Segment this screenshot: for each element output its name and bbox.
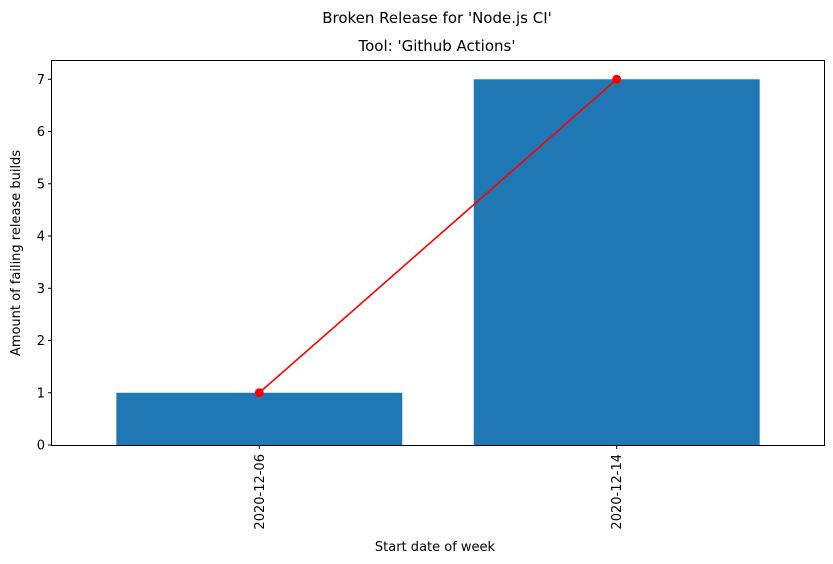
x-tick-label: 2020-12-06 [253,454,268,530]
y-tick-label: 4 [37,230,45,245]
trend-line [258,78,618,394]
axes-frame [51,60,825,446]
y-axis-ticks: 0 1 2 3 4 5 6 7 [37,73,52,454]
y-tick-label: 0 [37,439,45,454]
x-axis-label: Start date of week [375,540,496,555]
trend-point-2020-12-06 [254,388,264,398]
y-tick-label: 2 [37,334,45,349]
trend-line-group [254,74,622,398]
y-tick-label: 1 [37,386,45,401]
chart-title: Broken Release for 'Node.js CI' [322,9,552,27]
bar-2020-12-14 [473,79,760,446]
x-tick-label: 2020-12-14 [610,454,625,530]
x-axis-ticks: 2020-12-06 2020-12-14 [253,445,625,530]
bars-group [116,79,760,446]
y-tick-label: 6 [37,125,45,140]
y-tick-label: 7 [37,73,45,88]
y-tick-label: 3 [37,282,45,297]
bar-2020-12-06 [116,392,403,445]
y-axis-label: Amount of failing release builds [9,150,24,356]
chart-subtitle: Tool: 'Github Actions' [358,37,516,55]
trend-point-2020-12-14 [612,74,622,84]
y-tick-label: 5 [37,177,45,192]
plot-area: 0 1 2 3 4 5 6 7 2020-12-06 2020-12-14 [37,60,825,530]
